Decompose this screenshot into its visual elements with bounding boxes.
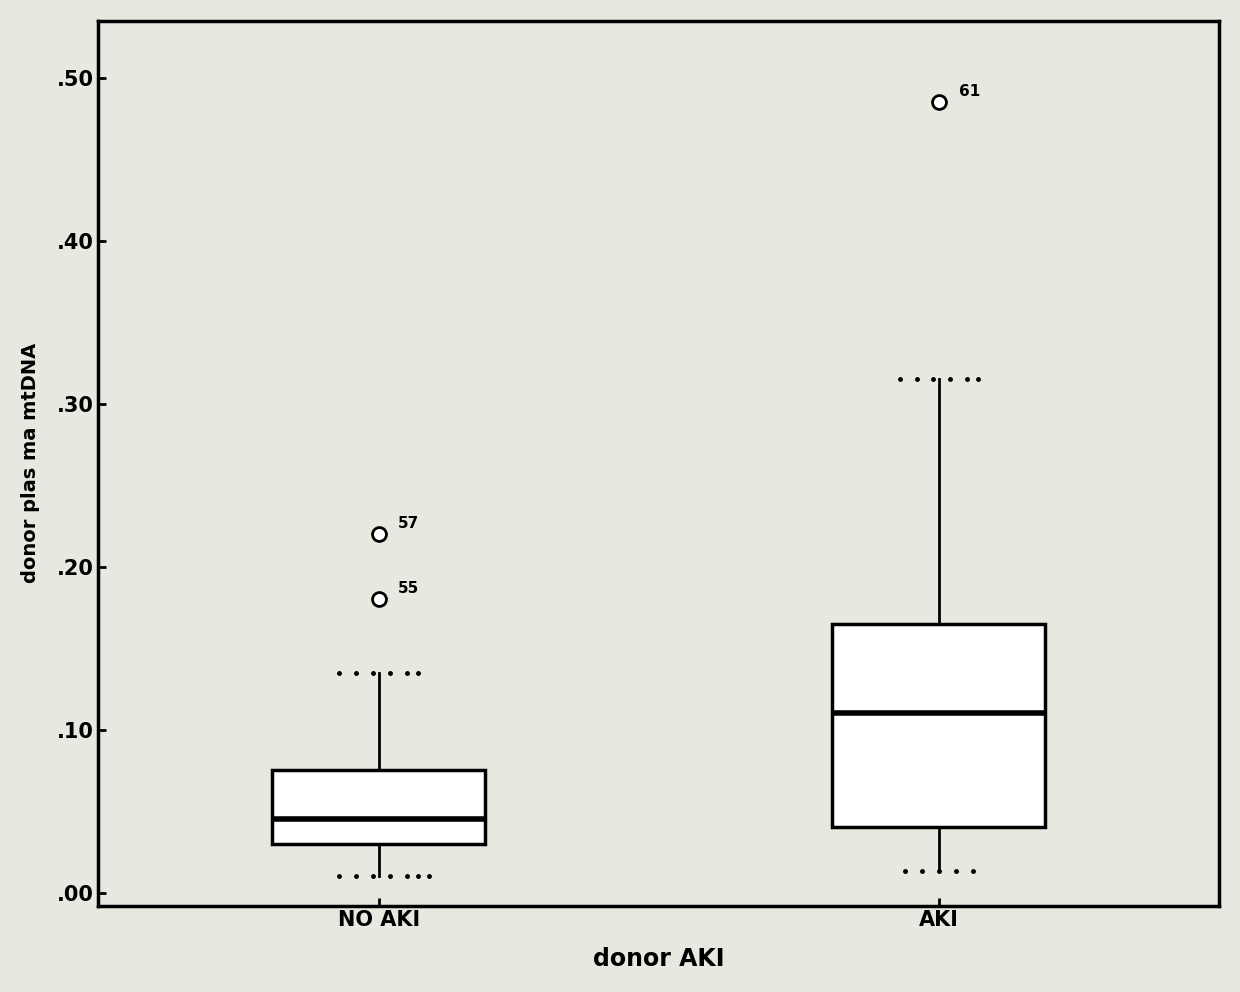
Y-axis label: donor plas ma mtDNA: donor plas ma mtDNA [21, 343, 40, 583]
Text: 55: 55 [398, 580, 419, 596]
X-axis label: donor AKI: donor AKI [593, 947, 724, 971]
FancyBboxPatch shape [832, 624, 1045, 827]
Text: 57: 57 [398, 516, 419, 531]
FancyBboxPatch shape [272, 771, 485, 844]
Text: 61: 61 [959, 83, 980, 99]
